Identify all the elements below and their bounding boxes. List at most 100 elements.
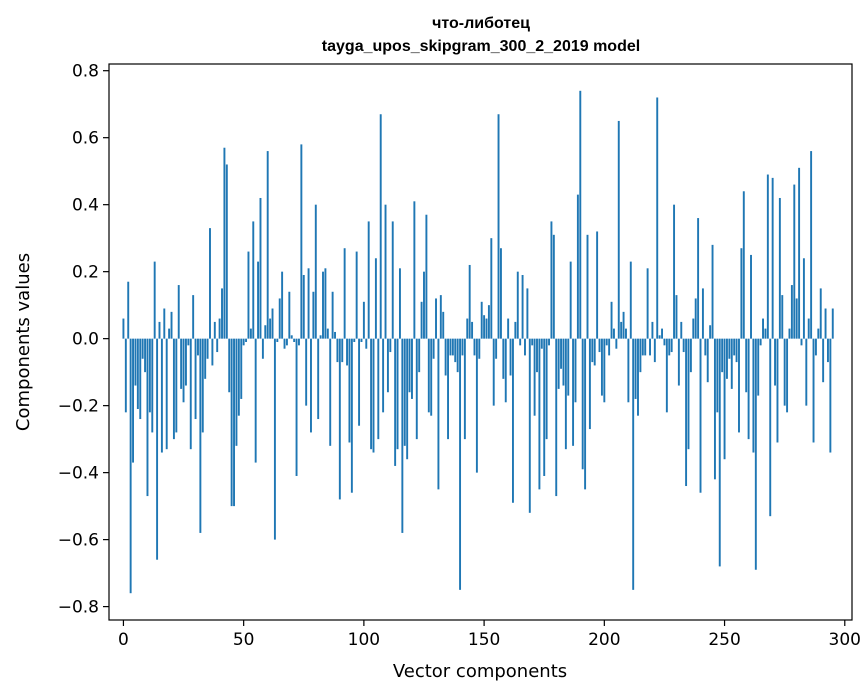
bar (473, 338, 476, 356)
bar (745, 338, 748, 393)
bar (379, 114, 382, 339)
bar (447, 338, 449, 440)
bar (259, 197, 262, 339)
bar (151, 338, 154, 433)
bar (374, 258, 377, 339)
bar (627, 338, 630, 403)
bar (499, 248, 502, 339)
bar (735, 338, 738, 363)
bar (307, 268, 310, 339)
bar (257, 261, 260, 339)
bar (221, 288, 223, 339)
bar (451, 338, 454, 356)
bar (632, 338, 635, 590)
bar (692, 318, 695, 339)
bar (814, 338, 817, 356)
bar (728, 338, 731, 359)
bar (415, 338, 418, 440)
bar (326, 328, 329, 339)
bar (160, 338, 163, 453)
bar (172, 338, 175, 440)
bar (812, 338, 815, 443)
bar (377, 338, 380, 440)
bar (528, 338, 531, 513)
y-axis-label: Components values (13, 253, 34, 431)
bar (831, 308, 834, 339)
bar (644, 338, 647, 356)
bar (261, 338, 264, 359)
bar (427, 338, 430, 413)
bar (225, 164, 228, 339)
bar (439, 295, 442, 339)
bar (480, 301, 483, 339)
bar (764, 328, 767, 339)
bar (343, 248, 346, 339)
x-axis-label: Vector components (393, 661, 567, 682)
bar (300, 144, 303, 339)
bar (242, 338, 245, 346)
bar (365, 338, 368, 349)
bar (396, 338, 399, 450)
bar (456, 338, 459, 373)
bar (579, 90, 582, 339)
bar (348, 338, 351, 443)
bar (665, 338, 668, 413)
bar (723, 338, 726, 460)
bar (163, 308, 166, 339)
bar (182, 338, 185, 403)
bar (398, 268, 401, 339)
bar (278, 298, 281, 339)
bar (641, 338, 644, 356)
bar (194, 338, 197, 420)
bar (285, 338, 288, 346)
bar (295, 338, 298, 476)
bar (485, 318, 488, 339)
bar (680, 321, 683, 339)
y-tick-label: −0.2 (58, 397, 99, 417)
bar (459, 338, 462, 590)
bar (586, 234, 589, 339)
bar (384, 204, 387, 339)
bar (807, 318, 810, 339)
bar (759, 338, 762, 346)
bar (444, 338, 447, 376)
bar (271, 308, 274, 339)
bar (543, 338, 546, 476)
bar (663, 338, 666, 346)
bar (490, 238, 493, 339)
bar (733, 338, 736, 356)
bar (146, 338, 149, 497)
plot-frame (108, 63, 853, 621)
bar (367, 221, 370, 339)
bar (704, 338, 707, 356)
bar (230, 338, 233, 507)
bar (637, 338, 639, 416)
y-tick-label: 0.2 (72, 263, 99, 283)
bar (533, 338, 536, 416)
bar (694, 298, 697, 339)
bar (521, 275, 524, 339)
bar (793, 184, 796, 339)
bar (189, 338, 192, 450)
bar (829, 338, 832, 453)
bar (298, 338, 300, 346)
bar (254, 338, 257, 463)
bar (266, 151, 269, 339)
y-tick-label: 0.8 (72, 62, 99, 82)
bar (572, 338, 575, 446)
bar (463, 338, 466, 440)
bar (360, 338, 363, 342)
bar (512, 338, 514, 503)
bar (747, 338, 750, 440)
bar (711, 244, 714, 339)
bar (168, 328, 171, 339)
bar (122, 318, 125, 339)
bar (211, 338, 214, 366)
y-tick-label: −0.6 (58, 531, 99, 551)
bar (136, 338, 139, 409)
bar (718, 338, 721, 567)
bar (386, 338, 389, 393)
bar (281, 271, 284, 339)
bar (588, 338, 591, 430)
